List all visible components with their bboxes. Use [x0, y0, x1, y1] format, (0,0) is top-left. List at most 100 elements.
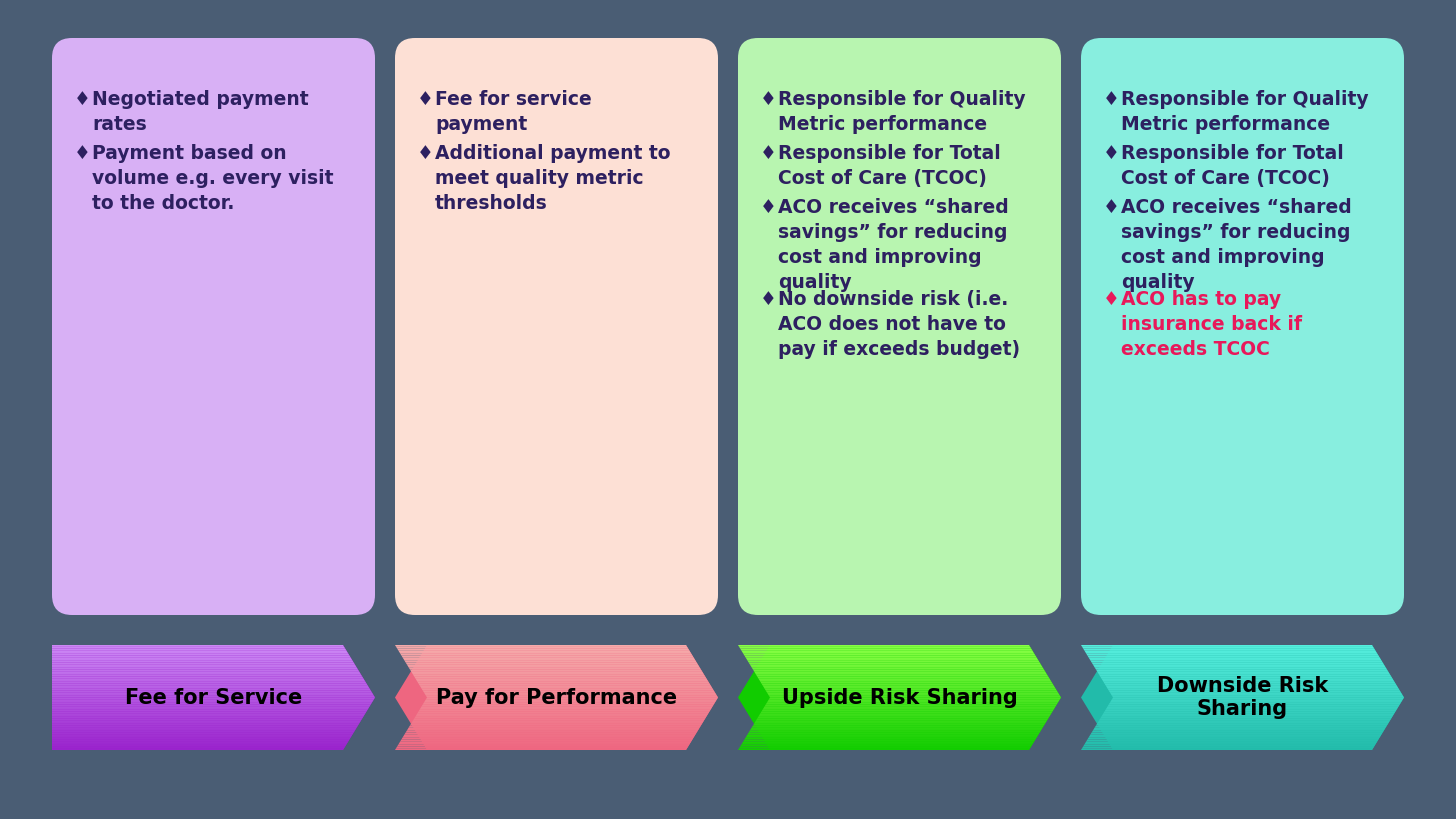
- Polygon shape: [757, 717, 1050, 718]
- Polygon shape: [1085, 650, 1376, 652]
- Polygon shape: [52, 732, 354, 735]
- Polygon shape: [396, 746, 689, 749]
- Polygon shape: [52, 698, 376, 699]
- Polygon shape: [424, 701, 716, 703]
- Polygon shape: [52, 664, 355, 666]
- Polygon shape: [1082, 746, 1374, 749]
- Polygon shape: [738, 645, 1061, 750]
- Polygon shape: [744, 740, 1035, 741]
- Polygon shape: [1088, 655, 1379, 658]
- Polygon shape: [422, 703, 715, 704]
- Polygon shape: [1108, 703, 1401, 704]
- Polygon shape: [757, 676, 1050, 678]
- Polygon shape: [52, 655, 351, 658]
- Polygon shape: [764, 689, 1057, 690]
- Polygon shape: [751, 666, 1042, 667]
- Text: Responsible for Quality
Metric performance: Responsible for Quality Metric performan…: [778, 90, 1025, 134]
- Polygon shape: [403, 735, 696, 736]
- Polygon shape: [52, 704, 371, 706]
- Polygon shape: [1112, 696, 1404, 698]
- Polygon shape: [1107, 706, 1399, 708]
- Polygon shape: [52, 684, 367, 686]
- Polygon shape: [761, 710, 1054, 712]
- Polygon shape: [52, 726, 358, 727]
- Polygon shape: [1085, 741, 1377, 743]
- Polygon shape: [740, 746, 1031, 749]
- Polygon shape: [52, 673, 361, 675]
- Polygon shape: [52, 710, 367, 712]
- Polygon shape: [1096, 724, 1388, 726]
- Polygon shape: [766, 690, 1059, 692]
- Polygon shape: [760, 713, 1051, 715]
- Text: Responsible for Quality
Metric performance: Responsible for Quality Metric performan…: [1121, 90, 1369, 134]
- Text: ♦: ♦: [760, 90, 776, 109]
- Polygon shape: [767, 694, 1060, 696]
- Text: Payment based on
volume e.g. every visit
to the doctor.: Payment based on volume e.g. every visit…: [92, 144, 333, 213]
- Polygon shape: [395, 645, 687, 647]
- Polygon shape: [767, 701, 1059, 703]
- FancyBboxPatch shape: [738, 38, 1061, 615]
- Polygon shape: [52, 654, 349, 655]
- Polygon shape: [414, 717, 706, 718]
- Polygon shape: [743, 741, 1034, 743]
- Polygon shape: [416, 713, 709, 715]
- Polygon shape: [1088, 738, 1379, 740]
- Polygon shape: [395, 749, 687, 750]
- Polygon shape: [760, 681, 1053, 684]
- Polygon shape: [744, 654, 1035, 655]
- Polygon shape: [52, 744, 347, 746]
- Polygon shape: [1096, 669, 1388, 672]
- Polygon shape: [422, 689, 713, 690]
- Text: Negotiated payment
rates: Negotiated payment rates: [92, 90, 309, 134]
- Polygon shape: [418, 681, 709, 684]
- Polygon shape: [52, 686, 368, 687]
- Polygon shape: [52, 740, 349, 741]
- Polygon shape: [427, 698, 718, 699]
- Polygon shape: [1091, 732, 1383, 735]
- Polygon shape: [424, 692, 716, 694]
- Polygon shape: [418, 684, 711, 686]
- Text: ♦: ♦: [1104, 290, 1120, 309]
- Polygon shape: [411, 672, 703, 673]
- Polygon shape: [52, 689, 371, 690]
- Polygon shape: [411, 669, 702, 672]
- Text: ACO has to pay
insurance back if
exceeds TCOC: ACO has to pay insurance back if exceeds…: [1121, 290, 1302, 359]
- Polygon shape: [759, 678, 1050, 680]
- Polygon shape: [421, 706, 712, 708]
- Text: ♦: ♦: [74, 90, 90, 109]
- Polygon shape: [1096, 672, 1389, 673]
- Polygon shape: [1093, 729, 1385, 731]
- Polygon shape: [52, 645, 344, 647]
- Polygon shape: [747, 735, 1038, 736]
- Polygon shape: [52, 743, 348, 744]
- Polygon shape: [740, 744, 1032, 746]
- Text: ACO receives “shared
savings” for reducing
cost and improving
quality: ACO receives “shared savings” for reduci…: [1121, 198, 1351, 292]
- Polygon shape: [52, 727, 357, 729]
- Polygon shape: [759, 715, 1050, 717]
- FancyBboxPatch shape: [52, 38, 376, 615]
- Polygon shape: [52, 650, 348, 652]
- Text: ♦: ♦: [760, 198, 776, 217]
- FancyBboxPatch shape: [395, 38, 718, 615]
- Polygon shape: [52, 694, 374, 696]
- Polygon shape: [1086, 654, 1379, 655]
- Polygon shape: [52, 652, 348, 654]
- Polygon shape: [52, 647, 345, 649]
- Text: Upside Risk Sharing: Upside Risk Sharing: [782, 687, 1018, 708]
- Polygon shape: [748, 663, 1041, 664]
- Polygon shape: [52, 738, 351, 740]
- Polygon shape: [400, 740, 693, 741]
- Polygon shape: [52, 703, 371, 704]
- Polygon shape: [52, 715, 364, 717]
- Polygon shape: [750, 664, 1042, 666]
- Polygon shape: [52, 746, 345, 749]
- Polygon shape: [747, 661, 1040, 663]
- Text: Downside Risk
Sharing: Downside Risk Sharing: [1158, 676, 1328, 719]
- Text: ♦: ♦: [74, 144, 90, 163]
- Polygon shape: [740, 649, 1032, 650]
- Polygon shape: [1093, 666, 1386, 667]
- Polygon shape: [52, 669, 360, 672]
- Polygon shape: [52, 690, 371, 692]
- Polygon shape: [763, 706, 1056, 708]
- Polygon shape: [741, 650, 1034, 652]
